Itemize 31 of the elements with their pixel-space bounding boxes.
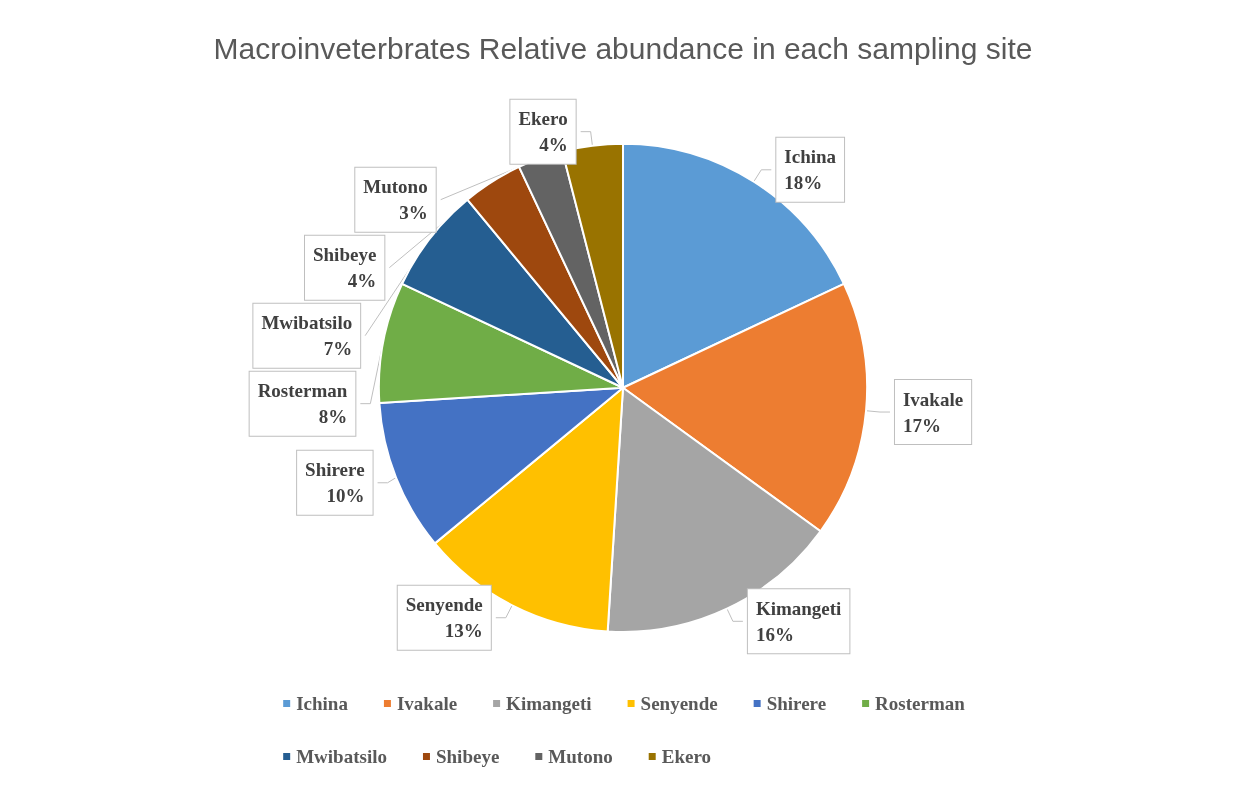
- legend-label: Kimangeti: [506, 693, 592, 714]
- legend-label: Senyende: [640, 693, 718, 714]
- legend-label: Mwibatsilo: [296, 746, 387, 767]
- slice-label: Ivakale: [902, 388, 964, 410]
- chart-title: Macroinveterbrates Relative abundance in each sampling site: [213, 31, 1033, 65]
- legend-label: Rosterman: [875, 693, 966, 714]
- slice-label: Kimangeti: [755, 597, 842, 619]
- data-label: 3%: [399, 202, 428, 224]
- data-label: 4%: [347, 270, 377, 292]
- legend-label: Shibeye: [435, 746, 500, 767]
- data-label: 10%: [326, 485, 365, 507]
- legend-label: Ekero: [661, 746, 711, 767]
- data-label: 4%: [539, 134, 568, 156]
- legend-label: Ichina: [296, 693, 349, 714]
- data-label: 13%: [444, 620, 483, 642]
- legend-label: Mutono: [548, 746, 613, 767]
- slice-label: Shirere: [305, 459, 365, 481]
- slice-label: Rosterman: [257, 380, 348, 402]
- slice-label: Ichina: [784, 146, 837, 168]
- legend-label: Shirere: [766, 693, 827, 714]
- slice-label: Mutono: [363, 176, 428, 198]
- slice-label: Shibeye: [312, 244, 377, 266]
- slice-label: Mwibatsilo: [261, 312, 353, 334]
- data-label: 8%: [318, 406, 348, 428]
- slice-label: Senyende: [405, 594, 483, 616]
- data-label: 7%: [323, 338, 353, 360]
- slice-label: Ekero: [518, 108, 568, 130]
- data-label: 17%: [902, 414, 941, 436]
- data-label: 18%: [784, 172, 823, 194]
- data-label: 16%: [755, 623, 794, 645]
- legend-label: Ivakale: [396, 693, 458, 714]
